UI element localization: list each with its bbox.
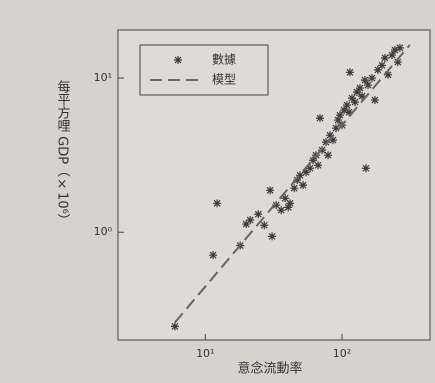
data-point	[309, 156, 318, 165]
data-point	[342, 101, 351, 110]
y-tick-label: 10¹	[94, 71, 112, 84]
data-point	[266, 186, 275, 195]
data-point	[377, 61, 386, 70]
data-point	[387, 51, 396, 60]
data-point	[284, 203, 293, 212]
data-point	[393, 58, 402, 67]
data-point	[361, 164, 370, 173]
data-point	[326, 131, 335, 140]
data-point	[306, 164, 315, 173]
data-point	[315, 114, 324, 123]
data-point	[314, 161, 323, 170]
data-point	[328, 136, 337, 145]
y-axis-label: 每平方哩 GDP（×10⁶）	[55, 79, 71, 226]
data-point	[254, 210, 263, 219]
data-point	[296, 171, 305, 180]
data-point	[281, 194, 290, 203]
model-line	[174, 44, 411, 324]
data-point	[373, 65, 382, 74]
data-point	[272, 201, 281, 210]
x-tick-label: 10¹	[196, 347, 214, 360]
data-point	[299, 181, 308, 190]
data-point	[340, 106, 349, 115]
data-point	[318, 146, 327, 155]
data-point	[370, 96, 379, 105]
data-point	[277, 206, 286, 215]
data-point	[364, 81, 373, 90]
data-point	[209, 251, 218, 260]
data-point	[290, 184, 299, 193]
data-point	[352, 88, 361, 97]
data-point	[390, 46, 399, 55]
data-point	[355, 84, 364, 93]
data-point	[324, 151, 333, 160]
legend-box	[139, 44, 269, 96]
data-point	[170, 322, 179, 331]
data-point	[268, 232, 277, 241]
data-point	[260, 221, 269, 230]
data-point	[395, 43, 404, 52]
data-point	[322, 138, 331, 147]
data-point	[367, 74, 376, 83]
data-point	[351, 98, 360, 107]
data-point	[293, 176, 302, 185]
data-point	[347, 94, 356, 103]
data-point	[334, 116, 343, 125]
data-point	[286, 199, 295, 208]
y-tick-label: 10⁰	[94, 225, 113, 238]
data-point	[213, 199, 222, 208]
data-point	[242, 220, 251, 229]
legend-label: 模型	[212, 73, 236, 87]
data-point	[246, 216, 255, 225]
data-point	[332, 124, 341, 133]
data-point	[384, 70, 393, 79]
data-point	[302, 168, 311, 177]
plot-area	[117, 29, 431, 341]
data-point	[380, 53, 389, 62]
data-point	[360, 76, 369, 85]
data-point	[345, 108, 354, 117]
legend-marker	[174, 56, 182, 64]
x-tick-label: 10²	[333, 347, 351, 360]
data-point	[357, 92, 366, 101]
data-point	[345, 68, 354, 77]
x-axis-label: 意念流動率	[237, 361, 302, 377]
legend-label: 數據	[212, 53, 236, 67]
data-point	[335, 111, 344, 120]
